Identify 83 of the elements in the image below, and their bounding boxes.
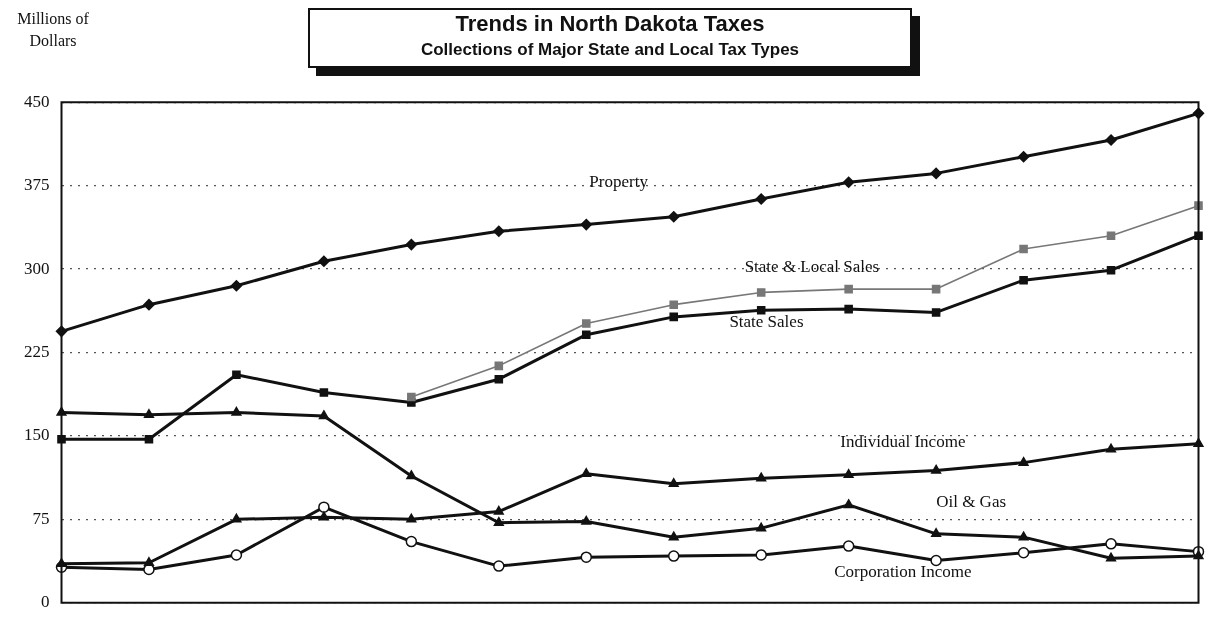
y-tick-label: 0	[41, 592, 50, 612]
point	[231, 406, 242, 416]
point	[318, 501, 330, 513]
point	[1106, 265, 1116, 275]
point	[143, 298, 155, 311]
point	[1105, 538, 1117, 550]
point	[230, 549, 243, 561]
point	[319, 388, 329, 397]
point	[844, 284, 853, 294]
point	[581, 319, 591, 328]
point	[931, 528, 942, 538]
point	[843, 469, 854, 479]
series-label: State Sales	[729, 311, 804, 331]
point	[1019, 275, 1028, 285]
point	[1018, 456, 1029, 466]
y-tick-label: 375	[24, 175, 50, 195]
point	[756, 288, 766, 297]
point	[668, 478, 679, 488]
point	[756, 305, 766, 315]
point	[842, 176, 855, 189]
point	[407, 392, 416, 402]
point	[668, 531, 679, 541]
point	[581, 468, 592, 478]
point	[318, 255, 330, 268]
point	[144, 434, 154, 444]
point	[580, 218, 593, 231]
point	[143, 557, 155, 566]
point	[755, 549, 767, 561]
point	[930, 554, 942, 567]
y-tick-label: 225	[24, 341, 50, 361]
y-tick-label: 150	[24, 425, 50, 445]
point	[756, 472, 767, 482]
point	[667, 211, 680, 223]
point	[493, 505, 504, 515]
point	[930, 167, 942, 180]
point	[756, 522, 767, 532]
series-label: State & Local Sales	[744, 256, 880, 276]
series-label: Oil & Gas	[936, 492, 1007, 512]
point	[232, 370, 241, 380]
point	[1019, 244, 1028, 254]
point	[1017, 150, 1030, 163]
point	[755, 193, 767, 205]
point	[406, 470, 417, 480]
point	[1105, 443, 1117, 453]
point	[1106, 231, 1116, 240]
y-tick-label: 75	[32, 508, 50, 528]
series-label: Individual Income	[840, 432, 966, 452]
point	[842, 540, 855, 552]
point	[1017, 546, 1030, 559]
point	[494, 361, 504, 371]
point	[1105, 552, 1117, 562]
point	[493, 225, 505, 237]
point	[931, 308, 941, 317]
point	[667, 550, 680, 562]
point	[843, 499, 854, 509]
point	[406, 513, 417, 523]
point	[581, 330, 591, 339]
point	[581, 515, 592, 525]
point	[230, 280, 243, 292]
chart-subtitle: Collections of Major State and Local Tax Types	[419, 39, 801, 61]
point	[318, 410, 329, 420]
point	[931, 284, 941, 294]
point	[669, 300, 679, 309]
point	[1018, 531, 1029, 541]
series-label: Property	[589, 171, 649, 191]
y-tick-label: 450	[24, 91, 50, 111]
y-axis-title: Millions of Dollars	[16, 9, 90, 51]
point	[493, 560, 505, 572]
point	[405, 238, 418, 251]
point	[844, 304, 853, 314]
chart-title: Trends in North Dakota Taxes	[454, 10, 766, 38]
y-tick-label: 300	[24, 258, 50, 278]
point	[405, 535, 418, 548]
series-label: Corporation Income	[834, 562, 972, 582]
point	[318, 511, 329, 521]
point	[494, 374, 504, 384]
point	[580, 551, 593, 563]
point	[231, 513, 242, 523]
point	[931, 464, 942, 474]
point	[143, 409, 155, 419]
point	[669, 312, 679, 322]
point	[493, 516, 504, 526]
point	[1105, 134, 1117, 146]
